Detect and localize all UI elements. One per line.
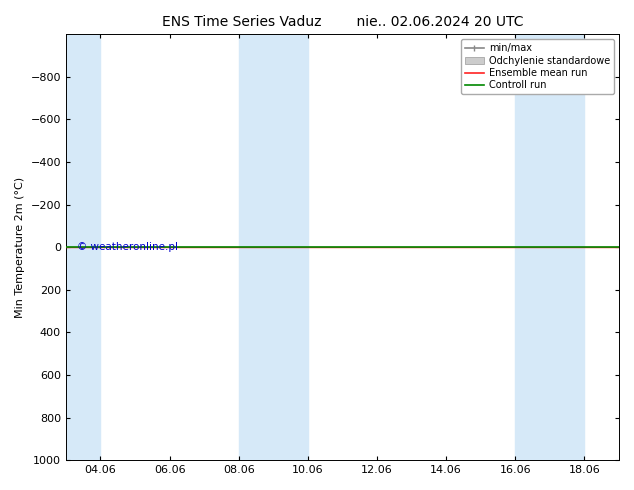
- Text: © weatheronline.pl: © weatheronline.pl: [77, 242, 178, 252]
- Bar: [515, 34, 585, 460]
- Bar: [239, 34, 308, 460]
- Legend: min/max, Odchylenie standardowe, Ensemble mean run, Controll run: min/max, Odchylenie standardowe, Ensembl…: [461, 39, 614, 94]
- Y-axis label: Min Temperature 2m (°C): Min Temperature 2m (°C): [15, 177, 25, 318]
- Title: ENS Time Series Vaduz        nie.. 02.06.2024 20 UTC: ENS Time Series Vaduz nie.. 02.06.2024 2…: [162, 15, 523, 29]
- Bar: [66, 34, 100, 460]
